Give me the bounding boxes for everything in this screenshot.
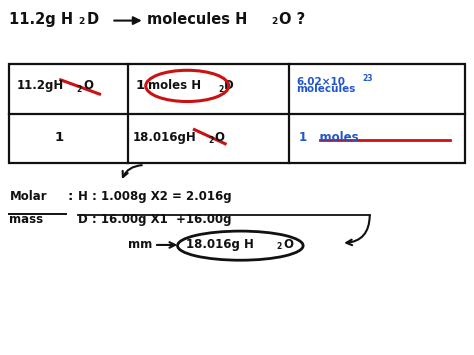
Text: Molar: Molar xyxy=(9,190,47,203)
Text: 23: 23 xyxy=(362,73,373,83)
Text: :: : xyxy=(67,190,73,203)
Text: 18.016gH: 18.016gH xyxy=(133,131,196,143)
Text: molecules H: molecules H xyxy=(147,12,247,27)
Text: molecules: molecules xyxy=(296,84,356,94)
Text: 2: 2 xyxy=(276,242,282,251)
Text: 11.2g H: 11.2g H xyxy=(9,12,73,27)
Text: 1: 1 xyxy=(55,131,64,144)
Text: 6.02×10: 6.02×10 xyxy=(296,77,345,87)
Text: mm: mm xyxy=(128,238,152,251)
Text: 2: 2 xyxy=(77,85,82,94)
Text: 2: 2 xyxy=(218,85,223,94)
Text: O ?: O ? xyxy=(279,12,305,27)
Text: D: D xyxy=(86,12,99,27)
Text: O: O xyxy=(283,238,293,251)
Text: O: O xyxy=(83,80,93,92)
Text: 2: 2 xyxy=(272,17,278,26)
Text: moles H: moles H xyxy=(148,79,201,92)
Text: 2: 2 xyxy=(79,17,85,26)
Text: 1   moles: 1 moles xyxy=(299,131,358,143)
Text: D: D xyxy=(224,79,234,92)
Text: H : 1.008g X2 = 2.016g: H : 1.008g X2 = 2.016g xyxy=(78,190,232,203)
Text: 2: 2 xyxy=(209,136,214,146)
Text: O: O xyxy=(214,131,224,143)
Text: 18.016g H: 18.016g H xyxy=(186,238,254,251)
Text: 1: 1 xyxy=(135,80,144,92)
Bar xyxy=(9,64,465,163)
Text: 11.2gH: 11.2gH xyxy=(17,80,64,92)
Text: mass: mass xyxy=(9,213,44,226)
Text: D : 16.00g X1  +16.00g: D : 16.00g X1 +16.00g xyxy=(78,213,232,226)
